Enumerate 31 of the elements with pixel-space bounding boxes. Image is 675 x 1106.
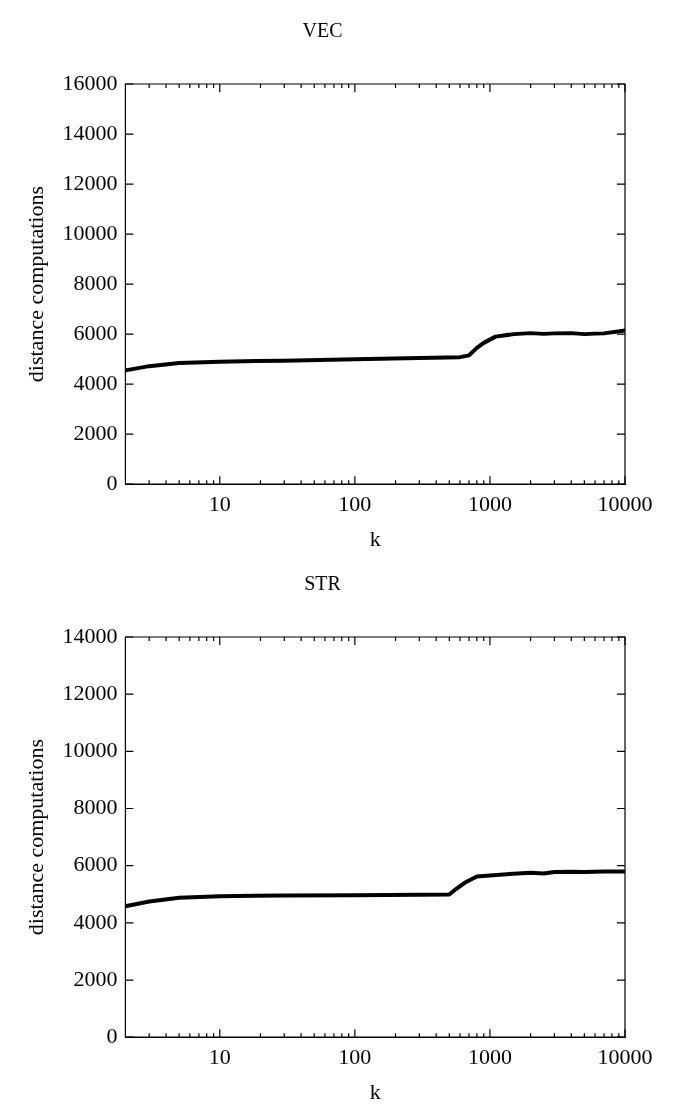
x-tick-label: 100: [338, 1044, 372, 1070]
y-tick-label: 12000: [62, 679, 118, 705]
x-axis-title: k: [369, 525, 381, 551]
y-tick-label: 0: [106, 469, 118, 495]
y-tick-label: 12000: [62, 169, 118, 195]
x-tick-label: 1000: [467, 1044, 512, 1070]
y-axis-title: distance computations: [22, 739, 48, 936]
y-axis-title: distance computations: [22, 186, 48, 383]
chart-title: STR: [304, 572, 342, 595]
x-tick-label: 10: [208, 1044, 231, 1070]
x-tick-label: 100: [338, 491, 372, 517]
y-tick-label: 14000: [62, 622, 118, 648]
y-tick-label: 6000: [73, 319, 118, 345]
y-tick-label: 2000: [73, 419, 118, 445]
y-tick-label: 6000: [73, 851, 118, 877]
chart-title: VEC: [302, 19, 343, 42]
y-tick-label: 10000: [62, 219, 118, 245]
y-tick-label: 16000: [62, 69, 118, 95]
y-tick-label: 10000: [62, 737, 118, 763]
x-tick-label: 10000: [597, 491, 653, 517]
y-tick-label: 8000: [73, 794, 118, 820]
y-tick-label: 8000: [73, 269, 118, 295]
y-tick-label: 4000: [73, 369, 118, 395]
x-tick-label: 10: [208, 491, 231, 517]
x-tick-label: 10000: [597, 1044, 653, 1070]
y-tick-label: 14000: [62, 119, 118, 145]
y-tick-label: 0: [106, 1022, 118, 1048]
x-tick-label: 1000: [467, 491, 512, 517]
x-axis-title: k: [369, 1078, 381, 1104]
y-tick-label: 4000: [73, 908, 118, 934]
y-tick-label: 2000: [73, 965, 118, 991]
